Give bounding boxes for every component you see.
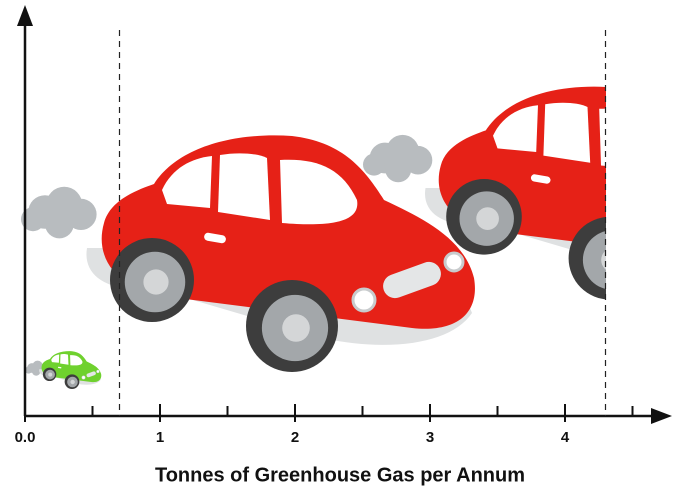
car-hub bbox=[282, 314, 310, 342]
car-window bbox=[493, 105, 538, 152]
smoke bbox=[45, 210, 74, 239]
car-headlight bbox=[353, 289, 375, 311]
car-window bbox=[162, 156, 212, 208]
car-window bbox=[60, 354, 68, 365]
car-headlight bbox=[665, 225, 683, 245]
car-hub bbox=[70, 380, 74, 384]
chart: Tonnes of Greenhouse Gas per Annum 0.0 1 2… bbox=[0, 0, 683, 492]
car-icons bbox=[21, 87, 683, 389]
car-icon bbox=[39, 351, 101, 389]
x-axis-arrow bbox=[651, 408, 672, 424]
x-axis-label: Tonnes of Greenhouse Gas per Annum bbox=[155, 464, 525, 486]
y-axis-arrow bbox=[17, 5, 33, 26]
car-window bbox=[599, 109, 669, 167]
x-tick-label: 4 bbox=[561, 429, 570, 446]
x-tick-label: 0.0 bbox=[15, 429, 36, 446]
car-headlight bbox=[96, 370, 99, 373]
car-group bbox=[21, 87, 683, 389]
car-window bbox=[51, 354, 59, 362]
car-headlight bbox=[445, 253, 463, 271]
car-wheel bbox=[583, 230, 643, 290]
car-hub bbox=[48, 373, 52, 377]
smoke bbox=[363, 154, 385, 176]
x-tick-label: 2 bbox=[291, 429, 299, 446]
car-hub bbox=[476, 207, 499, 230]
x-tick-label: 3 bbox=[426, 429, 434, 446]
smoke bbox=[385, 156, 411, 182]
smoke bbox=[32, 367, 40, 375]
x-tick-label: 1 bbox=[156, 429, 164, 446]
car-tire bbox=[569, 217, 652, 300]
car-window bbox=[543, 103, 590, 163]
car-headlight bbox=[82, 376, 86, 380]
car-hub bbox=[143, 269, 168, 294]
car-window bbox=[218, 153, 270, 220]
